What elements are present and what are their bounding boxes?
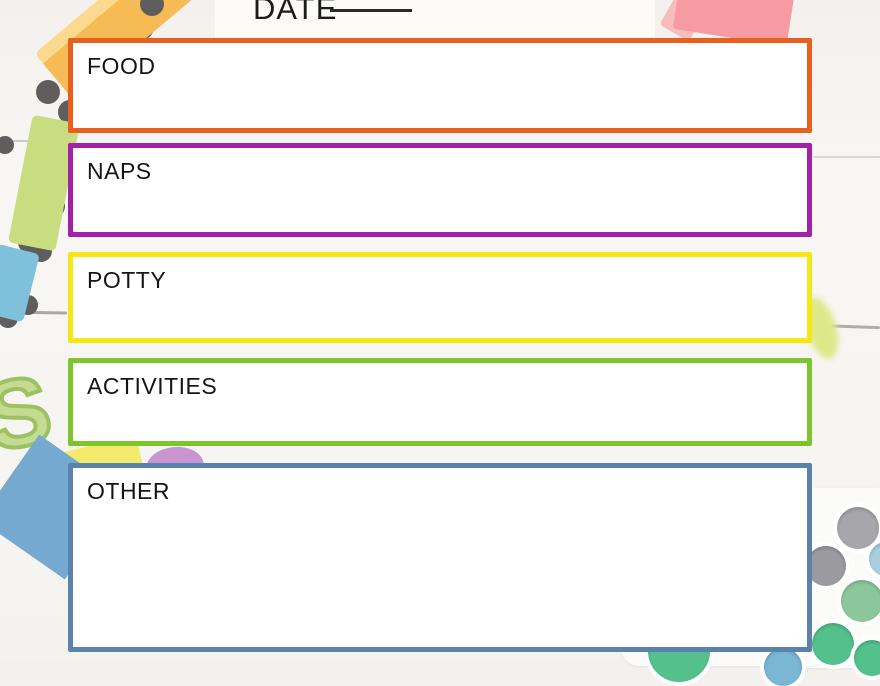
section-box-potty: POTTY bbox=[68, 252, 812, 343]
paint-pan-icon bbox=[806, 546, 846, 586]
section-box-activities: ACTIVITIES bbox=[68, 358, 812, 446]
paint-pan-icon bbox=[841, 580, 880, 622]
wood-plank-seam bbox=[813, 156, 880, 158]
toy-wheel-icon bbox=[36, 80, 60, 104]
paint-pan-icon bbox=[837, 507, 879, 549]
paint-pan-icon bbox=[764, 648, 802, 686]
toy-wheel-icon bbox=[140, 0, 164, 16]
paint-pan-icon bbox=[854, 640, 880, 676]
section-label-activities: ACTIVITIES bbox=[87, 373, 218, 399]
section-box-naps: NAPS bbox=[68, 143, 812, 237]
section-label-food: FOOD bbox=[87, 53, 156, 79]
paint-pan-icon bbox=[812, 623, 854, 665]
date-underline bbox=[330, 9, 412, 12]
section-label-other: OTHER bbox=[87, 478, 170, 504]
section-box-other: OTHER bbox=[68, 463, 812, 652]
paint-pan-icon bbox=[869, 542, 880, 576]
section-label-naps: NAPS bbox=[87, 158, 152, 184]
section-box-food: FOOD bbox=[68, 38, 812, 133]
date-label: DATE bbox=[253, 0, 338, 26]
section-label-potty: POTTY bbox=[87, 267, 167, 293]
toy-wheel-icon bbox=[0, 136, 14, 154]
paper-sheet-edge bbox=[215, 0, 655, 38]
